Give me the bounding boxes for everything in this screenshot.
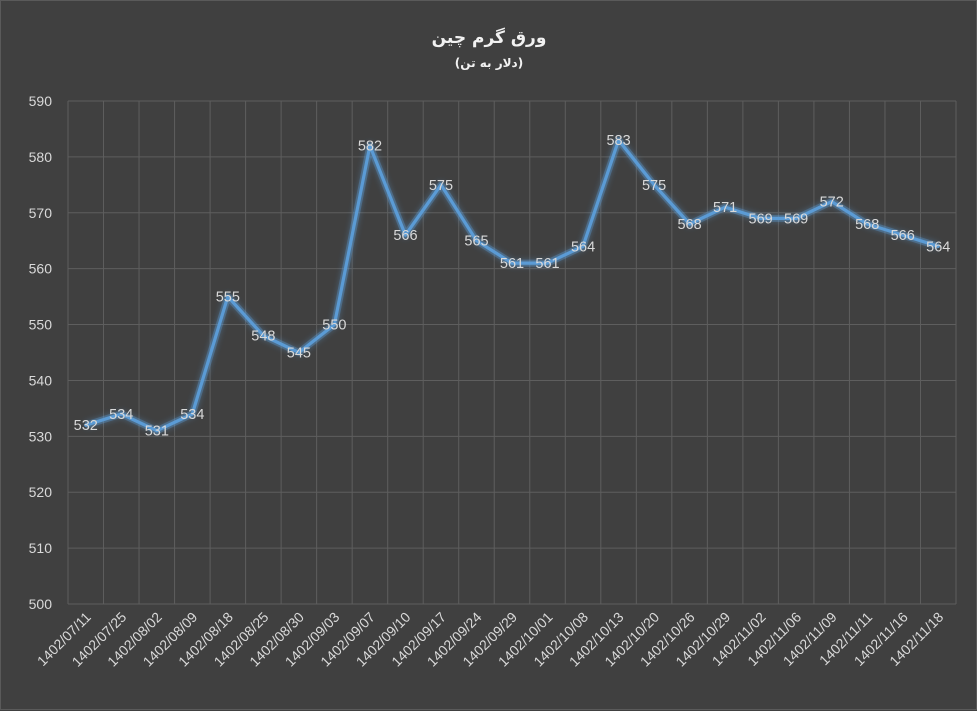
data-point [936, 244, 940, 248]
data-label: 561 [500, 256, 524, 272]
data-label: 575 [642, 178, 666, 194]
data-label: 564 [571, 239, 595, 255]
data-label: 569 [784, 211, 808, 227]
y-tick-label: 550 [29, 317, 53, 333]
data-point [723, 205, 727, 209]
data-label: 545 [287, 346, 311, 362]
data-label: 534 [180, 407, 204, 423]
data-point [510, 261, 514, 265]
data-point [439, 183, 443, 187]
data-point [794, 216, 798, 220]
y-tick-label: 570 [29, 205, 53, 221]
data-point [403, 233, 407, 237]
data-point [226, 295, 230, 299]
data-point [901, 233, 905, 237]
y-tick-label: 540 [29, 372, 53, 388]
y-tick-label: 520 [29, 484, 53, 500]
series-layer [84, 136, 940, 435]
data-point [759, 216, 763, 220]
chart-subtitle: (دلار به تن) [455, 56, 523, 70]
data-label: 569 [749, 211, 773, 227]
data-label: 555 [216, 290, 240, 306]
data-label: 583 [606, 133, 630, 149]
y-tick-label: 500 [29, 596, 53, 612]
data-label: 531 [145, 424, 169, 440]
y-tick-label: 580 [29, 149, 53, 165]
data-label: 561 [535, 256, 559, 272]
series-line [84, 138, 940, 433]
data-label: 568 [677, 217, 701, 233]
y-tick-label: 510 [29, 540, 53, 556]
data-label: 568 [855, 217, 879, 233]
chart-title: ورق گرم چین [432, 27, 547, 48]
data-label: 571 [713, 200, 737, 216]
data-label: 548 [251, 329, 275, 345]
data-point [474, 239, 478, 243]
data-label: 532 [74, 418, 98, 434]
y-axis-ticks: 500 510 520 530 540 550 560 570 580 590 [29, 93, 53, 612]
x-axis-ticks: 1402/07/111402/07/251402/08/021402/08/09… [34, 609, 947, 670]
y-tick-label: 530 [29, 428, 53, 444]
data-labels: 532 534 531 534 555 548 545 550 582 566 575 565 561 5… [74, 133, 951, 440]
data-label: 565 [464, 234, 488, 250]
data-label: 575 [429, 178, 453, 194]
data-point [155, 429, 159, 433]
data-point [261, 334, 265, 338]
data-label: 564 [926, 239, 950, 255]
data-label: 534 [109, 407, 133, 423]
data-point [332, 323, 336, 327]
data-point [581, 244, 585, 248]
data-point [190, 412, 194, 416]
data-label: 550 [322, 318, 346, 334]
data-label: 572 [820, 195, 844, 211]
data-point [84, 423, 88, 427]
data-point [830, 200, 834, 204]
y-tick-label: 590 [29, 93, 53, 109]
data-label: 566 [393, 228, 417, 244]
y-tick-label: 560 [29, 261, 53, 277]
data-point [546, 261, 550, 265]
data-point [865, 222, 869, 226]
data-point [688, 222, 692, 226]
series-line-glow [84, 136, 940, 435]
data-point [368, 144, 372, 148]
data-point [617, 138, 621, 142]
data-point [119, 412, 123, 416]
gridlines [67, 100, 957, 605]
data-point [652, 183, 656, 187]
data-point [297, 351, 301, 354]
data-label: 566 [891, 228, 915, 244]
data-label: 582 [358, 139, 382, 155]
